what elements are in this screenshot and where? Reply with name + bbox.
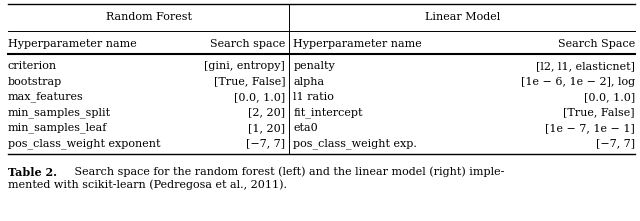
Text: Random Forest: Random Forest [106,12,191,22]
Text: min_samples_split: min_samples_split [8,107,111,118]
Text: alpha: alpha [293,76,324,86]
Text: [l2, l1, elasticnet]: [l2, l1, elasticnet] [536,61,635,71]
Text: Table 2.: Table 2. [8,166,57,177]
Text: [True, False]: [True, False] [214,76,285,86]
Text: [0.0, 1.0]: [0.0, 1.0] [234,92,285,102]
Text: [True, False]: [True, False] [563,107,635,118]
Text: Hyperparameter name: Hyperparameter name [293,39,422,49]
Text: min_samples_leaf: min_samples_leaf [8,123,108,133]
Text: eta0: eta0 [293,123,318,133]
Text: [−7, 7]: [−7, 7] [596,139,635,149]
Text: criterion: criterion [8,61,57,71]
Text: fit_intercept: fit_intercept [293,107,363,118]
Text: [1, 20]: [1, 20] [248,123,285,133]
Text: [gini, entropy]: [gini, entropy] [204,61,285,71]
Text: Linear Model: Linear Model [424,12,500,22]
Text: [2, 20]: [2, 20] [248,107,285,118]
Text: bootstrap: bootstrap [8,76,62,86]
Text: pos_class_weight exp.: pos_class_weight exp. [293,138,417,149]
Text: [1e − 7, 1e − 1]: [1e − 7, 1e − 1] [545,123,635,133]
Text: [1e − 6, 1e − 2], log: [1e − 6, 1e − 2], log [521,76,635,86]
Text: Search Space: Search Space [557,39,635,49]
Text: pos_class_weight exponent: pos_class_weight exponent [8,138,161,149]
Text: penalty: penalty [293,61,335,71]
Text: Search space for the random forest (left) and the linear model (right) imple-: Search space for the random forest (left… [71,166,504,177]
Text: [0.0, 1.0]: [0.0, 1.0] [584,92,635,102]
Text: mented with scikit-learn (Pedregosa et al., 2011).: mented with scikit-learn (Pedregosa et a… [8,179,287,190]
Text: l1 ratio: l1 ratio [293,92,334,102]
Text: Hyperparameter name: Hyperparameter name [8,39,137,49]
Text: [−7, 7]: [−7, 7] [246,139,285,149]
Text: max_features: max_features [8,92,84,102]
Text: Search space: Search space [210,39,285,49]
